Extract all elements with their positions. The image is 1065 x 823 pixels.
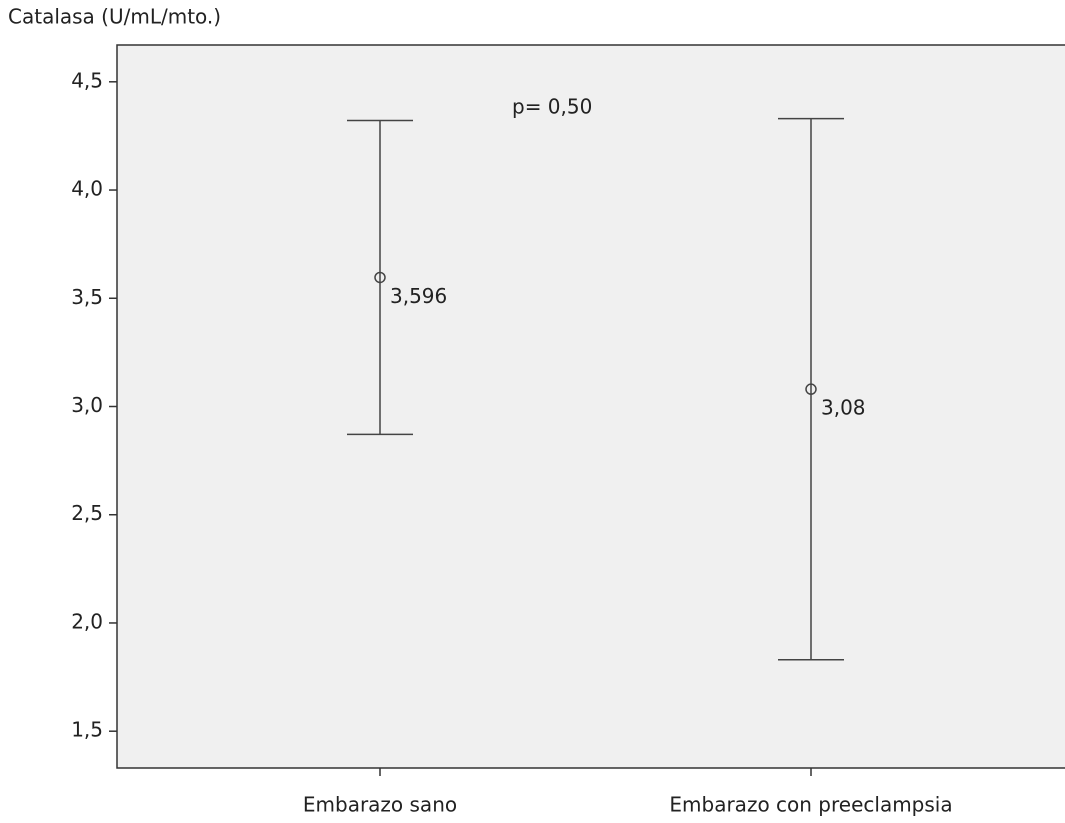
y-tick-label: 2,5: [71, 501, 103, 525]
value-label: 3,596: [390, 284, 447, 308]
x-tick-label: Embarazo con preeclampsia: [669, 793, 952, 817]
x-tick-label: Embarazo sano: [303, 793, 457, 817]
plot-area: [116, 44, 1065, 769]
mean-marker: [805, 383, 817, 395]
annotation: p= 0,50: [512, 95, 592, 119]
y-tick-label: 3,0: [71, 393, 103, 417]
y-tick-label: 1,5: [71, 718, 103, 742]
value-label: 3,08: [821, 396, 866, 420]
mean-marker: [374, 271, 386, 284]
y-axis-label: Catalasa (U/mL/mto.): [8, 5, 221, 29]
y-tick-label: 3,5: [71, 285, 103, 309]
y-tick-label: 4,0: [71, 177, 103, 201]
y-tick-label: 2,0: [71, 609, 103, 633]
y-tick-label: 4,5: [71, 68, 103, 92]
